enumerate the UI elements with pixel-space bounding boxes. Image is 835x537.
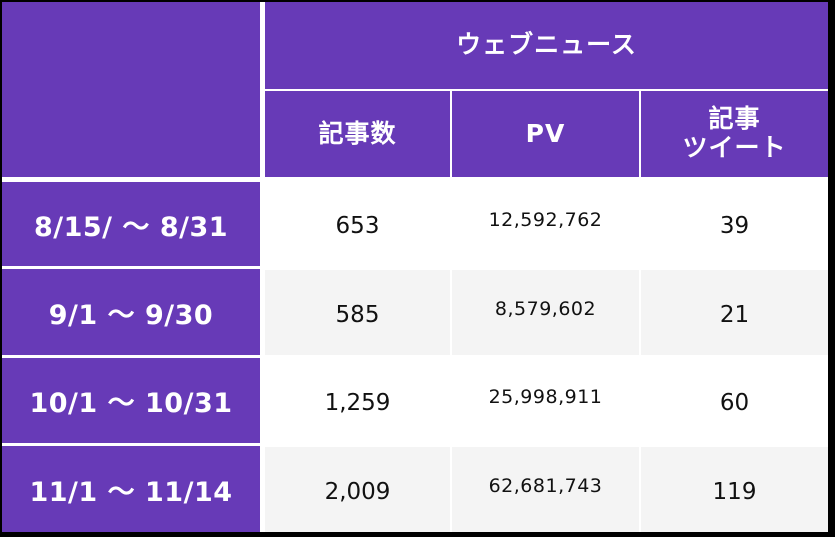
cell-articles-1: 653 — [265, 182, 450, 266]
articles-value: 585 — [335, 301, 380, 328]
cell-tweets-1: 39 — [641, 182, 828, 266]
articles-value: 2,009 — [324, 478, 391, 505]
column-header-pv-label: PV — [525, 118, 566, 148]
cell-pv-3: 25,998,911 — [452, 358, 639, 443]
cell-articles-3: 1,259 — [265, 358, 450, 443]
period-label: 8/15/ 〜 8/31 — [33, 211, 229, 243]
column-header-article-tweets: 記事 ツイート — [641, 91, 828, 177]
row-label-2: 9/1 〜 9/30 — [2, 269, 260, 355]
row-label-3: 10/1 〜 10/31 — [2, 358, 260, 443]
corner-header-cell — [2, 2, 260, 177]
tweets-value: 119 — [712, 478, 757, 505]
row-label-4: 11/1 〜 11/14 — [2, 446, 260, 532]
cell-tweets-4: 119 — [641, 447, 828, 532]
group-header-web-news: ウェブニュース — [265, 2, 828, 89]
column-header-articles-label: 記事数 — [318, 118, 397, 148]
row-label-1: 8/15/ 〜 8/31 — [2, 182, 260, 266]
period-label: 11/1 〜 11/14 — [29, 476, 233, 508]
pv-value: 25,998,911 — [488, 385, 603, 408]
cell-pv-2: 8,579,602 — [452, 270, 639, 355]
cell-articles-4: 2,009 — [265, 447, 450, 532]
cell-tweets-3: 60 — [641, 358, 828, 443]
web-news-stats-table: ウェブニュース 記事数 PV 記事 ツイート 8/15/ 〜 8/31 653 … — [2, 2, 828, 532]
period-label: 9/1 〜 9/30 — [48, 299, 214, 331]
tweets-value: 60 — [719, 389, 750, 416]
cell-articles-2: 585 — [265, 270, 450, 355]
group-header-label: ウェブニュース — [456, 30, 637, 60]
pv-value: 62,681,743 — [488, 474, 603, 497]
cell-tweets-2: 21 — [641, 270, 828, 355]
pv-value: 12,592,762 — [488, 209, 603, 231]
column-header-articles: 記事数 — [265, 91, 450, 177]
articles-value: 653 — [335, 213, 380, 239]
column-header-pv: PV — [452, 91, 639, 177]
cell-pv-4: 62,681,743 — [452, 447, 639, 532]
column-header-tweets-line1: 記事 — [708, 104, 761, 134]
period-label: 10/1 〜 10/31 — [29, 388, 233, 419]
tweets-value: 39 — [719, 213, 750, 239]
articles-value: 1,259 — [324, 389, 391, 416]
pv-value: 8,579,602 — [494, 297, 597, 320]
column-header-tweets-line2: ツイート — [682, 133, 787, 162]
cell-pv-1: 12,592,762 — [452, 182, 639, 266]
tweets-value: 21 — [719, 301, 750, 328]
